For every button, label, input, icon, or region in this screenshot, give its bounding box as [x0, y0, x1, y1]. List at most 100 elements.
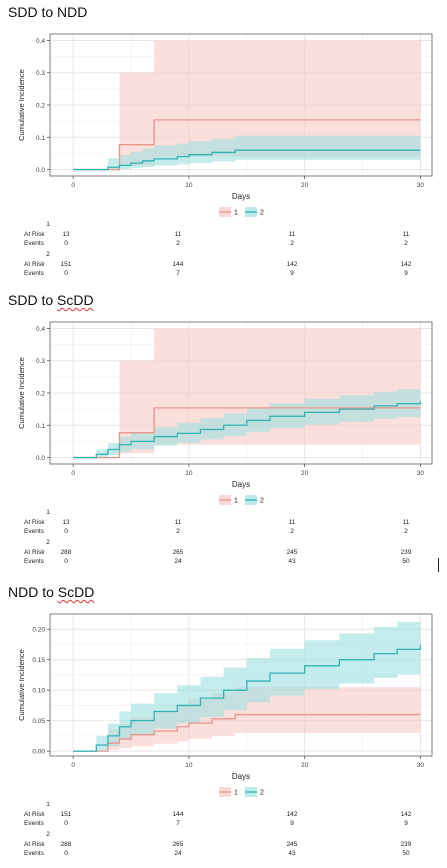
x-tick-label: 30 [417, 470, 425, 477]
y-tick-label: 0.0 [36, 167, 45, 174]
panel-border [49, 613, 433, 757]
risk-value-events: 0 [64, 558, 68, 565]
step-line-2 [73, 149, 421, 171]
risk-value-events: 24 [174, 558, 182, 565]
x-tick-label: 30 [417, 762, 425, 769]
risk-value-at-risk: 151 [61, 811, 72, 818]
x-tick-label: 20 [301, 182, 309, 189]
risk-group-header: 2 [46, 539, 50, 546]
risk-label-at-risk: At Risk [24, 841, 45, 848]
risk-value-events: 2 [290, 240, 294, 247]
ci-band-1 [73, 687, 421, 752]
y-tick-label: 0.2 [36, 391, 45, 398]
risk-value-events: 9 [290, 270, 294, 277]
risk-label-events: Events [24, 528, 45, 535]
legend-label-1: 1 [234, 210, 238, 217]
step-line-1 [73, 119, 421, 171]
section-title-2-name: ScDD [57, 292, 94, 308]
risk-label-events: Events [24, 558, 45, 565]
risk-value-events: 0 [64, 240, 68, 247]
step-line-1 [73, 407, 421, 459]
risk-value-at-risk: 144 [173, 261, 184, 268]
risk-label-at-risk: At Risk [24, 231, 45, 238]
risk-value-at-risk: 13 [62, 231, 70, 238]
risk-value-at-risk: 265 [173, 549, 184, 556]
y-tick-label: 0.00 [32, 749, 45, 756]
section-title-3-text: NDD to [8, 584, 58, 600]
y-tick-label: 0.3 [36, 358, 45, 365]
x-tick-label: 0 [71, 470, 75, 477]
risk-value-at-risk: 288 [61, 841, 72, 848]
risk-value-at-risk: 11 [403, 519, 410, 526]
risk-group-header: 2 [46, 251, 50, 258]
y-tick-label: 0.15 [32, 657, 45, 664]
risk-value-at-risk: 142 [287, 811, 298, 818]
risk-value-events: 7 [176, 820, 180, 827]
risk-value-at-risk: 11 [289, 519, 296, 526]
x-tick-label: 20 [301, 762, 309, 769]
risk-value-at-risk: 245 [287, 841, 298, 848]
risk-value-at-risk: 142 [401, 261, 412, 268]
legend-label-1: 1 [234, 498, 238, 505]
risk-value-events: 9 [290, 820, 294, 827]
y-tick-label: 0.0 [36, 455, 45, 462]
ci-band-2 [73, 135, 421, 170]
risk-label-events: Events [24, 820, 45, 827]
section-title-3-name: ScDD [57, 584, 95, 600]
risk-value-events: 43 [288, 850, 296, 857]
risk-value-events: 7 [176, 270, 180, 277]
risk-value-at-risk: 239 [401, 841, 412, 848]
y-tick-label: 0.3 [36, 70, 45, 77]
risk-value-events: 2 [176, 240, 180, 247]
risk-group-header: 1 [46, 221, 50, 228]
legend-label-2: 2 [260, 790, 264, 797]
risk-value-at-risk: 151 [61, 261, 72, 268]
x-axis-title: Days [232, 772, 250, 781]
y-tick-label: 0.10 [32, 688, 45, 695]
risk-value-at-risk: 142 [287, 261, 298, 268]
y-axis-title: Cumulative Incidence [17, 69, 26, 141]
section-title-2-text: SDD to [8, 292, 58, 308]
risk-value-events: 50 [402, 850, 410, 857]
section-title-1-text: SDD to [8, 4, 58, 20]
legend-label-2: 2 [260, 498, 264, 505]
step-line-2 [73, 645, 422, 752]
risk-group-header: 2 [46, 831, 50, 838]
risk-value-events: 2 [176, 528, 180, 535]
risk-value-events: 9 [404, 270, 408, 277]
risk-group-header: 1 [46, 509, 50, 516]
risk-label-at-risk: At Risk [24, 811, 45, 818]
risk-label-at-risk: At Risk [24, 519, 45, 526]
risk-value-at-risk: 142 [401, 811, 412, 818]
risk-label-events: Events [24, 270, 45, 277]
risk-value-events: 24 [174, 850, 182, 857]
risk-value-events: 50 [402, 558, 410, 565]
risk-label-events: Events [24, 850, 45, 857]
risk-value-events: 0 [64, 528, 68, 535]
x-tick-label: 10 [185, 762, 193, 769]
risk-value-events: 2 [404, 528, 408, 535]
risk-value-at-risk: 288 [61, 549, 72, 556]
x-tick-label: 30 [417, 182, 425, 189]
section-title-1-name: NDD [57, 4, 88, 20]
legend-label-2: 2 [260, 210, 264, 217]
y-tick-label: 0.1 [36, 423, 45, 430]
section-title-3: NDD to ScDD [8, 584, 94, 600]
risk-value-at-risk: 11 [175, 519, 182, 526]
y-axis-title: Cumulative Incidence [17, 649, 26, 721]
y-axis-title: Cumulative Incidence [17, 357, 26, 429]
x-tick-label: 10 [185, 470, 193, 477]
risk-value-events: 0 [64, 850, 68, 857]
risk-value-at-risk: 144 [173, 811, 184, 818]
step-line-2 [73, 401, 422, 459]
risk-value-events: 0 [64, 270, 68, 277]
risk-group-header: 1 [46, 801, 50, 808]
step-line-1 [73, 713, 421, 752]
x-axis-title: Days [232, 480, 250, 489]
risk-label-at-risk: At Risk [24, 549, 45, 556]
legend-label-1: 1 [234, 790, 238, 797]
y-tick-label: 0.05 [32, 718, 45, 725]
